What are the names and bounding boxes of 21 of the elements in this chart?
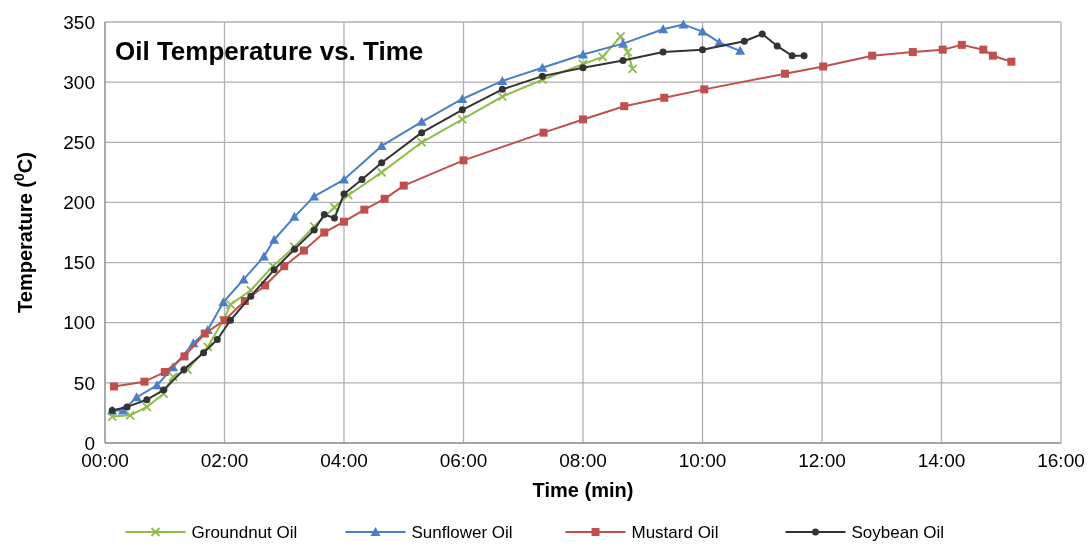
x-tick-label: 16:00 xyxy=(1037,450,1085,471)
y-tick-label: 300 xyxy=(63,71,95,93)
x-tick-label: 04:00 xyxy=(320,450,368,471)
x-tick-label: 02:00 xyxy=(200,450,249,471)
legend-label: Sunflower Oil xyxy=(411,522,513,542)
legend-label: Mustard Oil xyxy=(631,522,719,542)
y-tick-label: 350 xyxy=(63,11,95,33)
x-axis-title: Time (min) xyxy=(532,479,634,501)
text: Oil Temperature vs. Time xyxy=(115,36,424,66)
y-tick-label: 100 xyxy=(63,312,95,334)
legend-label: Soybean Oil xyxy=(851,522,945,542)
x-tick-label: 08:00 xyxy=(559,450,607,471)
y-tick-label: 250 xyxy=(63,131,95,153)
x-tick-label: 14:00 xyxy=(917,450,966,471)
x-tick-label: 12:00 xyxy=(798,450,846,471)
x-tick-label: 10:00 xyxy=(678,450,727,471)
x-tick-label: 06:00 xyxy=(439,450,488,471)
y-tick-label: 200 xyxy=(63,192,95,214)
legend-label: Groundnut Oil xyxy=(191,522,298,542)
y-tick-label: 50 xyxy=(73,372,95,394)
y-tick-label: 150 xyxy=(63,252,95,274)
